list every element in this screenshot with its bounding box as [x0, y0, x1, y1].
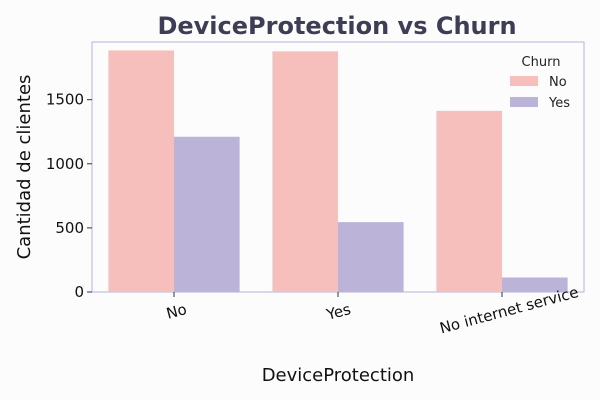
- chart-title: DeviceProtection vs Churn: [157, 12, 516, 40]
- bars-layer: [108, 50, 568, 292]
- legend-title: Churn: [522, 55, 561, 70]
- x-tick-label: No: [164, 300, 188, 323]
- y-axis-label: Cantidad de clientes: [14, 75, 35, 260]
- legend-label-no: No: [549, 75, 567, 90]
- x-axis-label: DeviceProtection: [262, 365, 415, 386]
- bar-no-no: [108, 50, 174, 292]
- legend-swatch-yes: [510, 97, 538, 107]
- bar-no-yes: [174, 136, 240, 292]
- bar-no-internet-service-no: [436, 110, 502, 292]
- legend-swatch-no: [510, 76, 538, 86]
- x-tick-label: Yes: [324, 300, 353, 324]
- y-axis: 0 500 1000 1500: [46, 91, 92, 301]
- legend: Churn No Yes: [510, 55, 570, 111]
- legend-label-yes: Yes: [548, 96, 570, 111]
- y-tick-label: 0: [74, 283, 84, 301]
- y-tick-label: 1500: [46, 91, 84, 109]
- legend-items: No Yes: [510, 75, 570, 111]
- y-tick-label: 1000: [46, 155, 84, 173]
- bar-yes-no: [272, 51, 338, 292]
- bar-no-internet-service-yes: [502, 277, 568, 292]
- y-tick-label: 500: [55, 219, 84, 237]
- bar-yes-yes: [338, 222, 404, 292]
